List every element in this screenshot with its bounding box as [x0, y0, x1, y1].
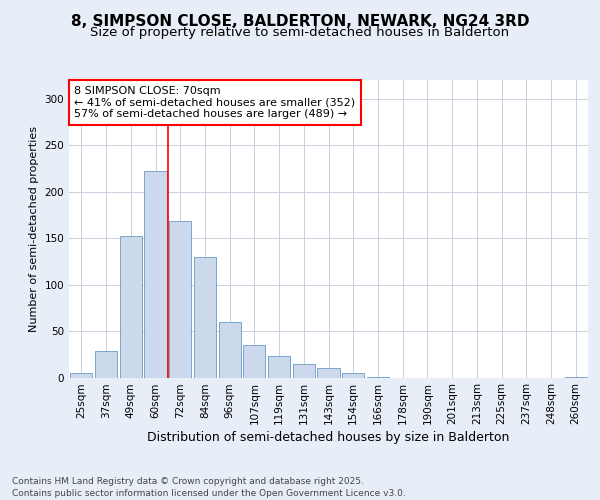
Text: Contains HM Land Registry data © Crown copyright and database right 2025.
Contai: Contains HM Land Registry data © Crown c…: [12, 476, 406, 498]
Bar: [565, 376, 587, 378]
Bar: [145, 171, 167, 378]
Bar: [243, 345, 265, 378]
Bar: [293, 364, 315, 378]
Bar: [70, 373, 92, 378]
Y-axis label: Number of semi-detached properties: Number of semi-detached properties: [29, 126, 39, 332]
Bar: [218, 322, 241, 378]
Bar: [317, 368, 340, 378]
Bar: [367, 376, 389, 378]
X-axis label: Distribution of semi-detached houses by size in Balderton: Distribution of semi-detached houses by …: [148, 432, 509, 444]
Text: 8 SIMPSON CLOSE: 70sqm
← 41% of semi-detached houses are smaller (352)
57% of se: 8 SIMPSON CLOSE: 70sqm ← 41% of semi-det…: [74, 86, 355, 119]
Bar: [95, 352, 117, 378]
Text: Size of property relative to semi-detached houses in Balderton: Size of property relative to semi-detach…: [91, 26, 509, 39]
Bar: [194, 256, 216, 378]
Bar: [169, 222, 191, 378]
Text: 8, SIMPSON CLOSE, BALDERTON, NEWARK, NG24 3RD: 8, SIMPSON CLOSE, BALDERTON, NEWARK, NG2…: [71, 14, 529, 29]
Bar: [268, 356, 290, 378]
Bar: [119, 236, 142, 378]
Bar: [342, 373, 364, 378]
